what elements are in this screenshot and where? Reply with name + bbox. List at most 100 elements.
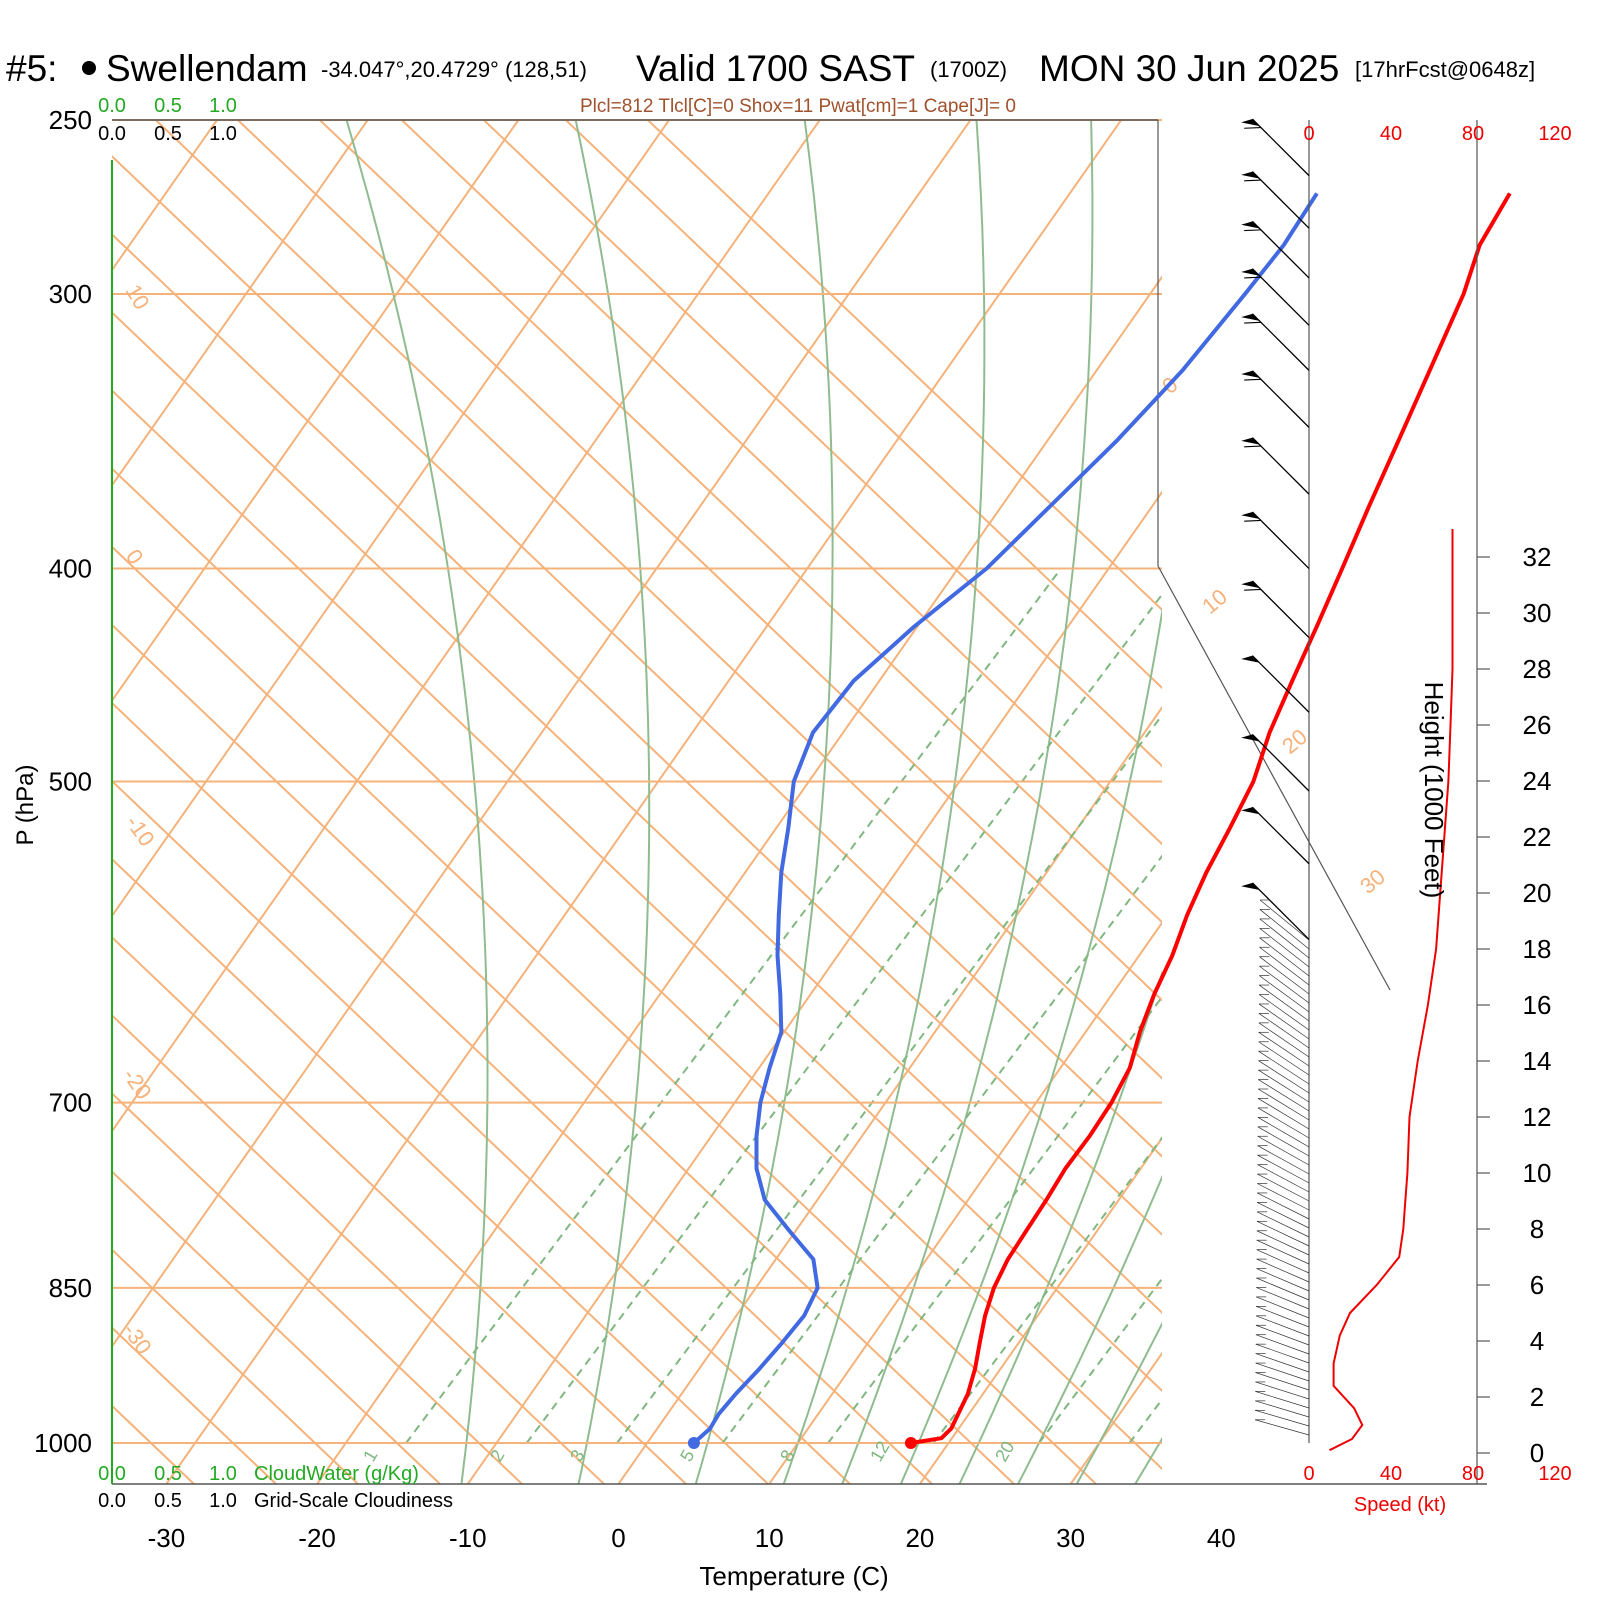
wind-barb-pennant (1241, 313, 1260, 321)
wind-panel (1241, 118, 1490, 1484)
low-level-barb (1256, 1249, 1310, 1274)
low-level-barb (1258, 1022, 1310, 1058)
mixing-ratio-line (721, 854, 1162, 1444)
wind-barb-pennant (1241, 511, 1260, 520)
isotherm-line (165, 120, 1123, 1484)
temperature-tick-label: -30 (148, 1523, 186, 1553)
low-level-barb (1257, 1154, 1310, 1184)
isotherm-line (112, 120, 520, 703)
low-level-barb (1255, 1381, 1310, 1400)
dry-adiabat-line (112, 779, 851, 1484)
wind-barb-staff (1251, 806, 1310, 865)
height-tick-label: 20 (1523, 878, 1552, 908)
isotherm-line (1069, 1351, 1162, 1484)
low-level-barb (1258, 1032, 1310, 1067)
low-level-barb (1258, 1041, 1310, 1076)
speed-tick-labels-top: 0 40 80 120 (1303, 123, 1571, 145)
cloudiness-tick-bottom: 0.0 (98, 1490, 126, 1512)
wind-barb-pennant (1241, 580, 1260, 589)
height-tick-label: 12 (1523, 1102, 1552, 1132)
dry-adiabat-line (112, 311, 1162, 1314)
wind-barb (1241, 118, 1310, 177)
moist-adiabat-line (782, 120, 986, 1484)
low-level-barb (1258, 1003, 1310, 1040)
isotherm-lines (112, 120, 1162, 1484)
low-level-barb (1256, 1239, 1310, 1265)
wind-barb-pennant (1241, 655, 1260, 663)
cloudiness-tick-bottom: 0.5 (154, 1490, 182, 1512)
mixing-ratio-line (1038, 1277, 1162, 1444)
low-level-barb (1255, 1372, 1310, 1391)
pressure-tick-label: 300 (49, 279, 92, 309)
low-level-barb (1258, 1088, 1310, 1121)
cloudiness-tick-bottom: 1.0 (209, 1490, 237, 1512)
low-level-barb (1256, 1306, 1310, 1328)
stability-params: Plcl=812 Tlcl[C]=0 Shox=11 Pwat[cm]=1 Ca… (580, 96, 1016, 117)
mixing-ratio-line (525, 592, 1162, 1444)
height-tick-label: 16 (1523, 990, 1552, 1020)
isotherm-line (919, 1136, 1162, 1484)
low-level-barb (1256, 1287, 1310, 1310)
low-level-barb (1255, 1334, 1310, 1355)
wind-barb-staff (1251, 268, 1310, 326)
height-tick-label: 18 (1523, 934, 1552, 964)
moist-adiabat-line (958, 970, 1162, 1484)
wind-barb (1241, 370, 1310, 428)
wind-barb-staff (1251, 882, 1310, 940)
wind-barb-feather (1244, 179, 1261, 182)
pressure-tick-labels: 250 300 400 500 700 850 1000 (34, 105, 92, 1458)
wind-barb-staff (1251, 220, 1310, 279)
speed-tick-bottom: 40 (1380, 1463, 1402, 1485)
low-level-barb (1259, 918, 1310, 959)
low-level-barb (1258, 1013, 1310, 1049)
wind-barb-pennant (1241, 221, 1260, 229)
wind-barb-feather (1244, 519, 1261, 522)
y-axis-label: P (hPa) (12, 765, 39, 846)
mixing-ratio-label: 2 (486, 1446, 508, 1465)
pressure-tick-label: 850 (49, 1273, 92, 1303)
low-level-barb (1259, 965, 1310, 1004)
low-level-barb (1255, 1362, 1310, 1382)
moist-adiabat-line (574, 120, 651, 1484)
temperature-tick-label: 0 (611, 1523, 625, 1553)
low-level-barb (1257, 1192, 1310, 1220)
wind-barb-feather (1244, 445, 1261, 448)
wind-barb-staff (1251, 118, 1310, 177)
cloudiness-tick-top: 0.5 (154, 123, 182, 145)
isotherm-line (112, 120, 972, 1349)
low-level-barb (1259, 937, 1310, 977)
low-level-barb (1259, 899, 1310, 941)
height-tick-label: 28 (1523, 654, 1552, 684)
moist-adiabat-line (841, 120, 1094, 1484)
wind-barb (1241, 655, 1310, 713)
wind-barb-staff (1251, 511, 1310, 570)
chart-header: #5: Swellendam -34.047°,20.4729° (128,51… (6, 48, 1535, 89)
pressure-tick-label: 250 (49, 105, 92, 135)
speed-tick-top: 40 (1380, 123, 1402, 145)
cloudwater-tick-bottom: 0.5 (154, 1463, 182, 1485)
dry-adiabat-line (647, 120, 1162, 612)
temperature-tick-label: -20 (298, 1523, 336, 1553)
isotherm-label: -20 (118, 1064, 157, 1104)
moist-adiabat-line (899, 606, 1162, 1484)
height-tick-label: 2 (1530, 1382, 1544, 1412)
low-level-barb (1256, 1211, 1310, 1238)
temperature-surface-point (904, 1437, 917, 1449)
valid-date: MON 30 Jun 2025 (1039, 48, 1339, 89)
low-level-barb (1256, 1268, 1310, 1292)
low-level-barb (1259, 928, 1310, 968)
dry-adiabat-line (112, 233, 1162, 1236)
height-tick-label: 6 (1530, 1270, 1544, 1300)
temperature-tick-label: 10 (755, 1523, 784, 1553)
isotherm-label: 30 (1355, 864, 1390, 899)
wind-barb-pennant (1241, 734, 1260, 742)
wind-barb-pennant (1241, 370, 1260, 378)
low-level-barb (1255, 1343, 1310, 1364)
wind-barb (1241, 882, 1310, 940)
dry-adiabat-line (565, 120, 1162, 690)
speed-tick-labels-bottom: 0 40 80 120 (1303, 1463, 1571, 1485)
temperature-tick-label: 30 (1056, 1523, 1085, 1553)
wind-barb-pennant (1241, 268, 1260, 276)
pressure-tick-label: 700 (49, 1088, 92, 1118)
cloud-scale-top: 0.0 0.5 1.0 0.0 0.5 1.0 (98, 95, 237, 145)
